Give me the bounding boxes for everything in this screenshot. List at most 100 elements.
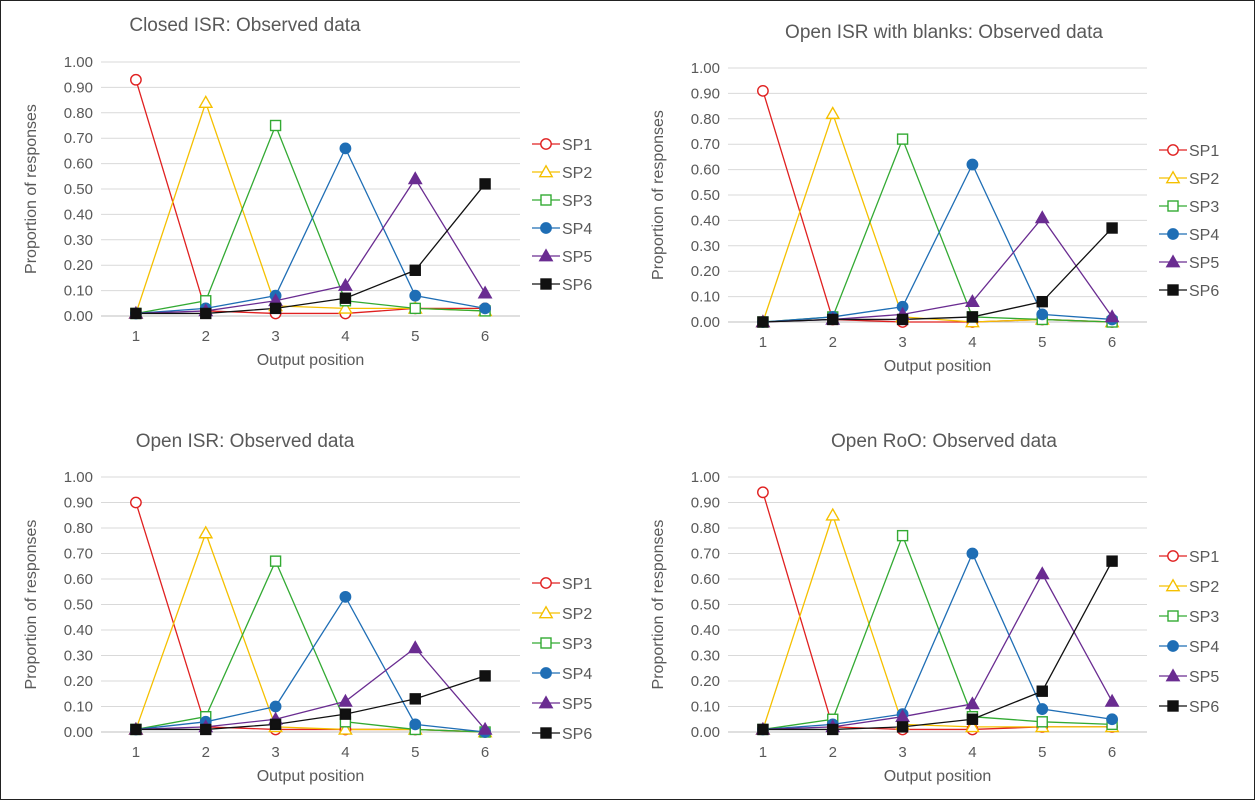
y-tick-label: 0.70 xyxy=(691,136,720,153)
y-tick-label: 0.90 xyxy=(691,85,720,102)
series-line-sp4 xyxy=(762,551,1113,731)
x-tick-label: 3 xyxy=(898,744,906,761)
legend-label: SP2 xyxy=(1189,579,1219,596)
legend-label: SP3 xyxy=(562,193,592,210)
series-line-sp2 xyxy=(135,531,486,733)
x-tick-label: 5 xyxy=(411,328,419,345)
data-point-sp6 xyxy=(757,723,769,736)
data-point-sp6 xyxy=(409,693,421,705)
y-tick-label: 0.40 xyxy=(64,206,93,223)
series-line-sp1 xyxy=(762,90,1113,323)
y-tick-label: 0.60 xyxy=(691,162,720,179)
data-point-sp5 xyxy=(477,721,493,735)
series-line-sp6 xyxy=(762,560,1113,731)
series-line-sp6 xyxy=(762,227,1113,323)
data-point-sp6 xyxy=(339,708,352,720)
legend-label: SP2 xyxy=(562,606,592,623)
data-point-sp4 xyxy=(1036,703,1049,715)
data-point-sp2 xyxy=(198,95,214,108)
data-point-sp5 xyxy=(1034,210,1050,224)
data-point-sp4 xyxy=(339,590,352,603)
legend-label: SP4 xyxy=(1189,227,1219,244)
legend-filled-triangle-marker xyxy=(1165,668,1181,682)
x-axis-label: Output position xyxy=(257,352,365,369)
y-tick-label: 0.00 xyxy=(64,724,93,741)
legend: SP1 SP2 SP3 SP4 SP5 SP6 xyxy=(532,137,592,294)
data-point-sp4 xyxy=(966,158,979,171)
legend-open-square-marker xyxy=(540,637,552,649)
x-tick-label: 5 xyxy=(411,744,419,761)
y-tick-label: 0.90 xyxy=(64,495,93,512)
data-point-sp6 xyxy=(896,721,909,733)
x-tick-label: 5 xyxy=(1038,334,1046,351)
data-point-sp6 xyxy=(1036,295,1048,308)
legend-label: SP6 xyxy=(1189,699,1219,716)
chart-title: Open ISR: Observed data xyxy=(136,431,355,452)
data-point-sp6 xyxy=(269,718,282,731)
data-point-sp6 xyxy=(1106,222,1118,234)
data-point-sp5 xyxy=(965,696,980,710)
chart-title: Open ISR with blanks: Observed data xyxy=(785,22,1103,43)
legend-filled-circle-marker xyxy=(540,667,552,679)
data-point-sp2 xyxy=(338,721,353,735)
chart-title: Open RoO: Observed data xyxy=(831,431,1057,452)
x-tick-label: 2 xyxy=(829,334,837,351)
series-line-sp1 xyxy=(135,79,486,315)
data-point-sp1 xyxy=(757,84,769,97)
series-line-sp6 xyxy=(135,183,486,315)
y-tick-label: 0.90 xyxy=(691,495,720,512)
data-point-sp2 xyxy=(338,300,353,314)
data-point-sp5 xyxy=(338,693,353,707)
series-line-sp3 xyxy=(135,559,486,733)
legend-open-circle-marker xyxy=(1167,550,1179,562)
legend-label: SP3 xyxy=(1189,199,1219,216)
y-tick-label: 1.00 xyxy=(691,60,720,77)
data-point-sp6 xyxy=(757,316,769,328)
x-tick-label: 2 xyxy=(202,328,210,345)
legend: SP1 SP2 SP3 SP4 SP5 SP6 xyxy=(1159,549,1219,716)
data-point-sp6 xyxy=(479,670,491,682)
x-tick-label: 3 xyxy=(271,744,279,761)
series-line-sp4 xyxy=(762,163,1113,323)
data-point-sp5 xyxy=(1104,309,1120,323)
chart-panel-3: Open ISR: Observed data 0.00 0.10 0.20 0.30 0… xyxy=(23,431,592,785)
legend-filled-square-marker xyxy=(540,727,552,739)
y-tick-label: 0.30 xyxy=(64,232,93,249)
data-point-sp3 xyxy=(1036,716,1048,728)
legend-filled-square-marker xyxy=(1167,284,1179,296)
y-tick-label: 0.20 xyxy=(64,673,93,690)
data-point-sp4 xyxy=(269,700,282,713)
y-axis-label: Proportion of responses xyxy=(650,110,667,280)
data-point-sp4 xyxy=(339,142,352,155)
legend-open-circle-marker xyxy=(1167,144,1179,156)
series-line-sp2 xyxy=(762,111,1113,323)
legend-label: SP4 xyxy=(1189,639,1219,656)
x-tick-label: 4 xyxy=(341,328,349,345)
x-tick-label: 6 xyxy=(481,744,489,761)
series-line-sp2 xyxy=(762,513,1113,730)
y-tick-label: 0.10 xyxy=(691,289,720,306)
y-tick-label: 1.00 xyxy=(691,469,720,486)
y-tick-label: 0.80 xyxy=(64,520,93,537)
legend-open-triangle-marker xyxy=(538,605,554,619)
x-axis-label: Output position xyxy=(257,768,365,785)
data-point-sp6 xyxy=(200,723,212,736)
x-axis-label: Output position xyxy=(884,768,992,785)
data-point-sp6 xyxy=(269,302,282,315)
data-point-sp3 xyxy=(409,302,421,315)
series-line-sp5 xyxy=(135,177,486,315)
x-tick-label: 5 xyxy=(1038,744,1046,761)
legend-filled-circle-marker xyxy=(540,222,552,234)
legend-open-triangle-marker xyxy=(1165,170,1181,184)
legend-open-square-marker xyxy=(1167,610,1179,622)
y-tick-label: 1.00 xyxy=(64,469,93,486)
y-tick-label: 0.80 xyxy=(691,111,720,128)
series-line-sp3 xyxy=(762,533,1113,731)
y-tick-label: 0.20 xyxy=(691,673,720,690)
y-tick-label: 0.50 xyxy=(691,597,720,614)
legend-label: SP2 xyxy=(562,165,592,182)
data-point-sp3 xyxy=(896,133,909,145)
data-point-sp6 xyxy=(409,264,421,276)
